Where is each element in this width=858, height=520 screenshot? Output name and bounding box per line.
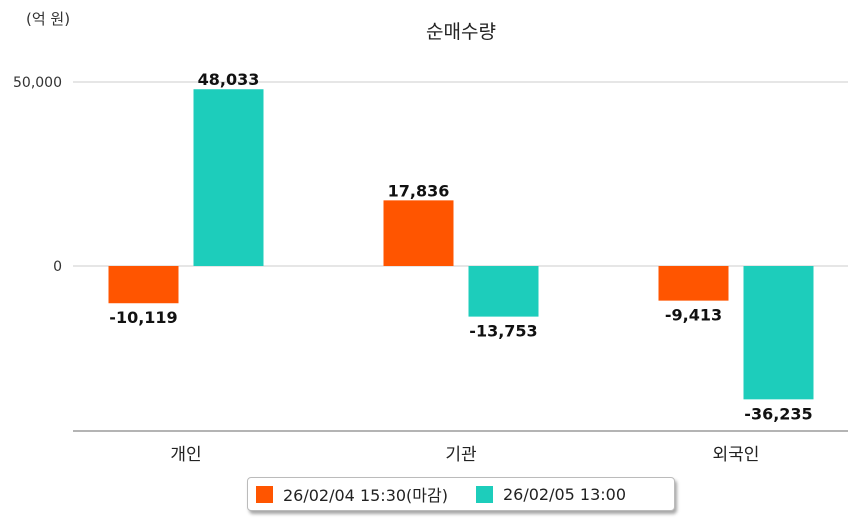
data-label: -36,235 — [744, 404, 812, 423]
bar-2-개인 — [193, 89, 264, 267]
y-tick-label: 0 — [53, 259, 62, 275]
bar-1-개인 — [108, 266, 179, 304]
x-tick-label: 외국인 — [713, 445, 760, 465]
legend: 26/02/04 15:30(마감) 26/02/05 13:00 — [247, 477, 675, 511]
y-axis-ticks: 0 50,000 — [13, 75, 62, 275]
data-label: -13,753 — [469, 322, 537, 341]
legend-swatch-series-2 — [475, 485, 493, 503]
chart-title: 순매수량 — [426, 21, 496, 43]
legend-item-series-1[interactable]: 26/02/04 15:30(마감) — [256, 482, 448, 506]
y-tick-label: 50,000 — [13, 75, 62, 91]
legend-item-series-2[interactable]: 26/02/05 13:00 — [475, 484, 627, 504]
bar-1-외국인 — [658, 266, 729, 301]
gridlines — [73, 81, 848, 267]
legend-label-series-1: 26/02/04 15:30(마감) — [283, 486, 448, 505]
data-label: -9,413 — [665, 306, 722, 325]
x-axis-ticks: 개인 기관 외국인 — [170, 445, 759, 465]
data-label: -10,119 — [109, 308, 177, 327]
legend-swatch-series-1 — [256, 485, 273, 503]
data-labels: -10,119 17,836 -9,413 48,033 -13,753 -36,235 — [109, 70, 812, 423]
bar-2-외국인 — [743, 266, 814, 400]
x-tick-label: 기관 — [445, 445, 476, 465]
legend-label-series-2: 26/02/05 13:00 — [502, 484, 627, 504]
bar-1-기관 — [383, 200, 454, 266]
data-label: 48,033 — [198, 70, 260, 89]
bars — [108, 89, 814, 400]
unit-label: (억 원) — [26, 10, 70, 28]
data-label: 17,836 — [388, 181, 450, 200]
x-tick-label: 개인 — [170, 445, 201, 465]
bar-2-기관 — [468, 266, 539, 317]
